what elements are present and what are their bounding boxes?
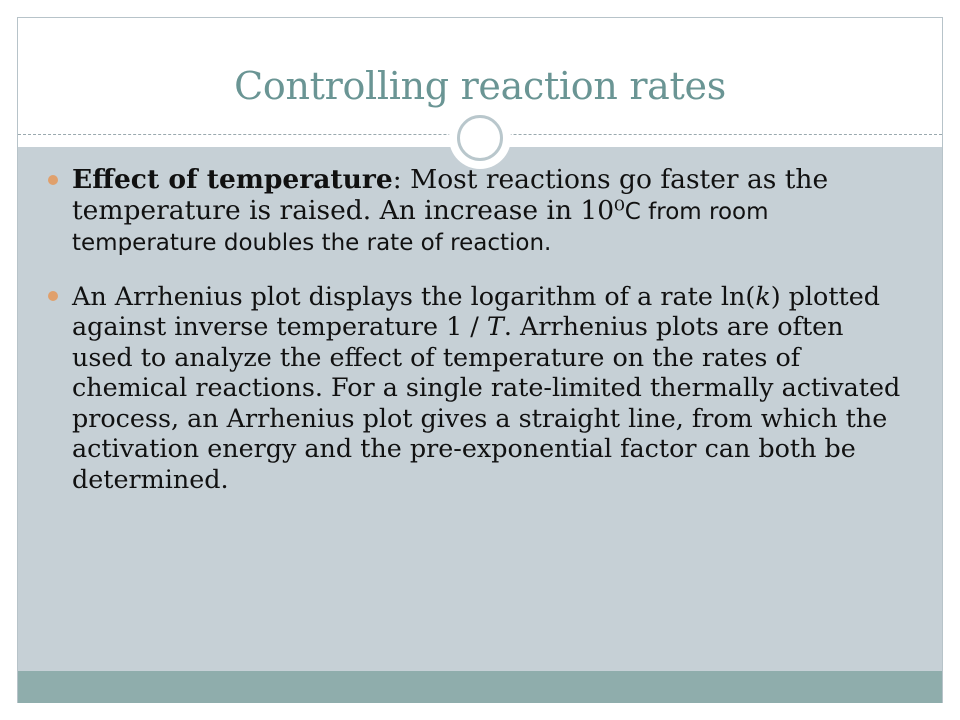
bullet-body: An Arrhenius plot displays the logarithm… (72, 280, 756, 311)
bullet-list: Effect of temperature: Most reactions go… (48, 164, 903, 516)
bullet-heading: Effect of temperature (72, 164, 393, 195)
slide-title: Controlling reaction rates (234, 64, 726, 108)
bullet-body-continued: C from room temperature doubles the rate… (72, 198, 769, 257)
bullet-temperature: Effect of temperature: Most reactions go… (48, 164, 903, 259)
bullet-body: : Most reactions go faster as the temper… (72, 164, 829, 226)
bullet-dot-icon (48, 290, 58, 301)
bullet-dot-icon (48, 175, 58, 185)
bullet-text: An Arrhenius plot displays the logarithm… (72, 281, 903, 495)
bullet-text: Effect of temperature: Most reactions go… (72, 164, 903, 259)
bullet-body: ) plotted against inverse temperature 1 … (72, 280, 881, 342)
variable-k: k (755, 280, 771, 311)
variable-t: T (486, 311, 504, 341)
bullet-body: . Arrhenius plots are often used to anal… (72, 311, 901, 494)
ring-icon (457, 115, 503, 161)
bullet-arrhenius: An Arrhenius plot displays the logarithm… (48, 281, 903, 495)
content-area (18, 147, 942, 671)
footer-band (18, 671, 942, 703)
